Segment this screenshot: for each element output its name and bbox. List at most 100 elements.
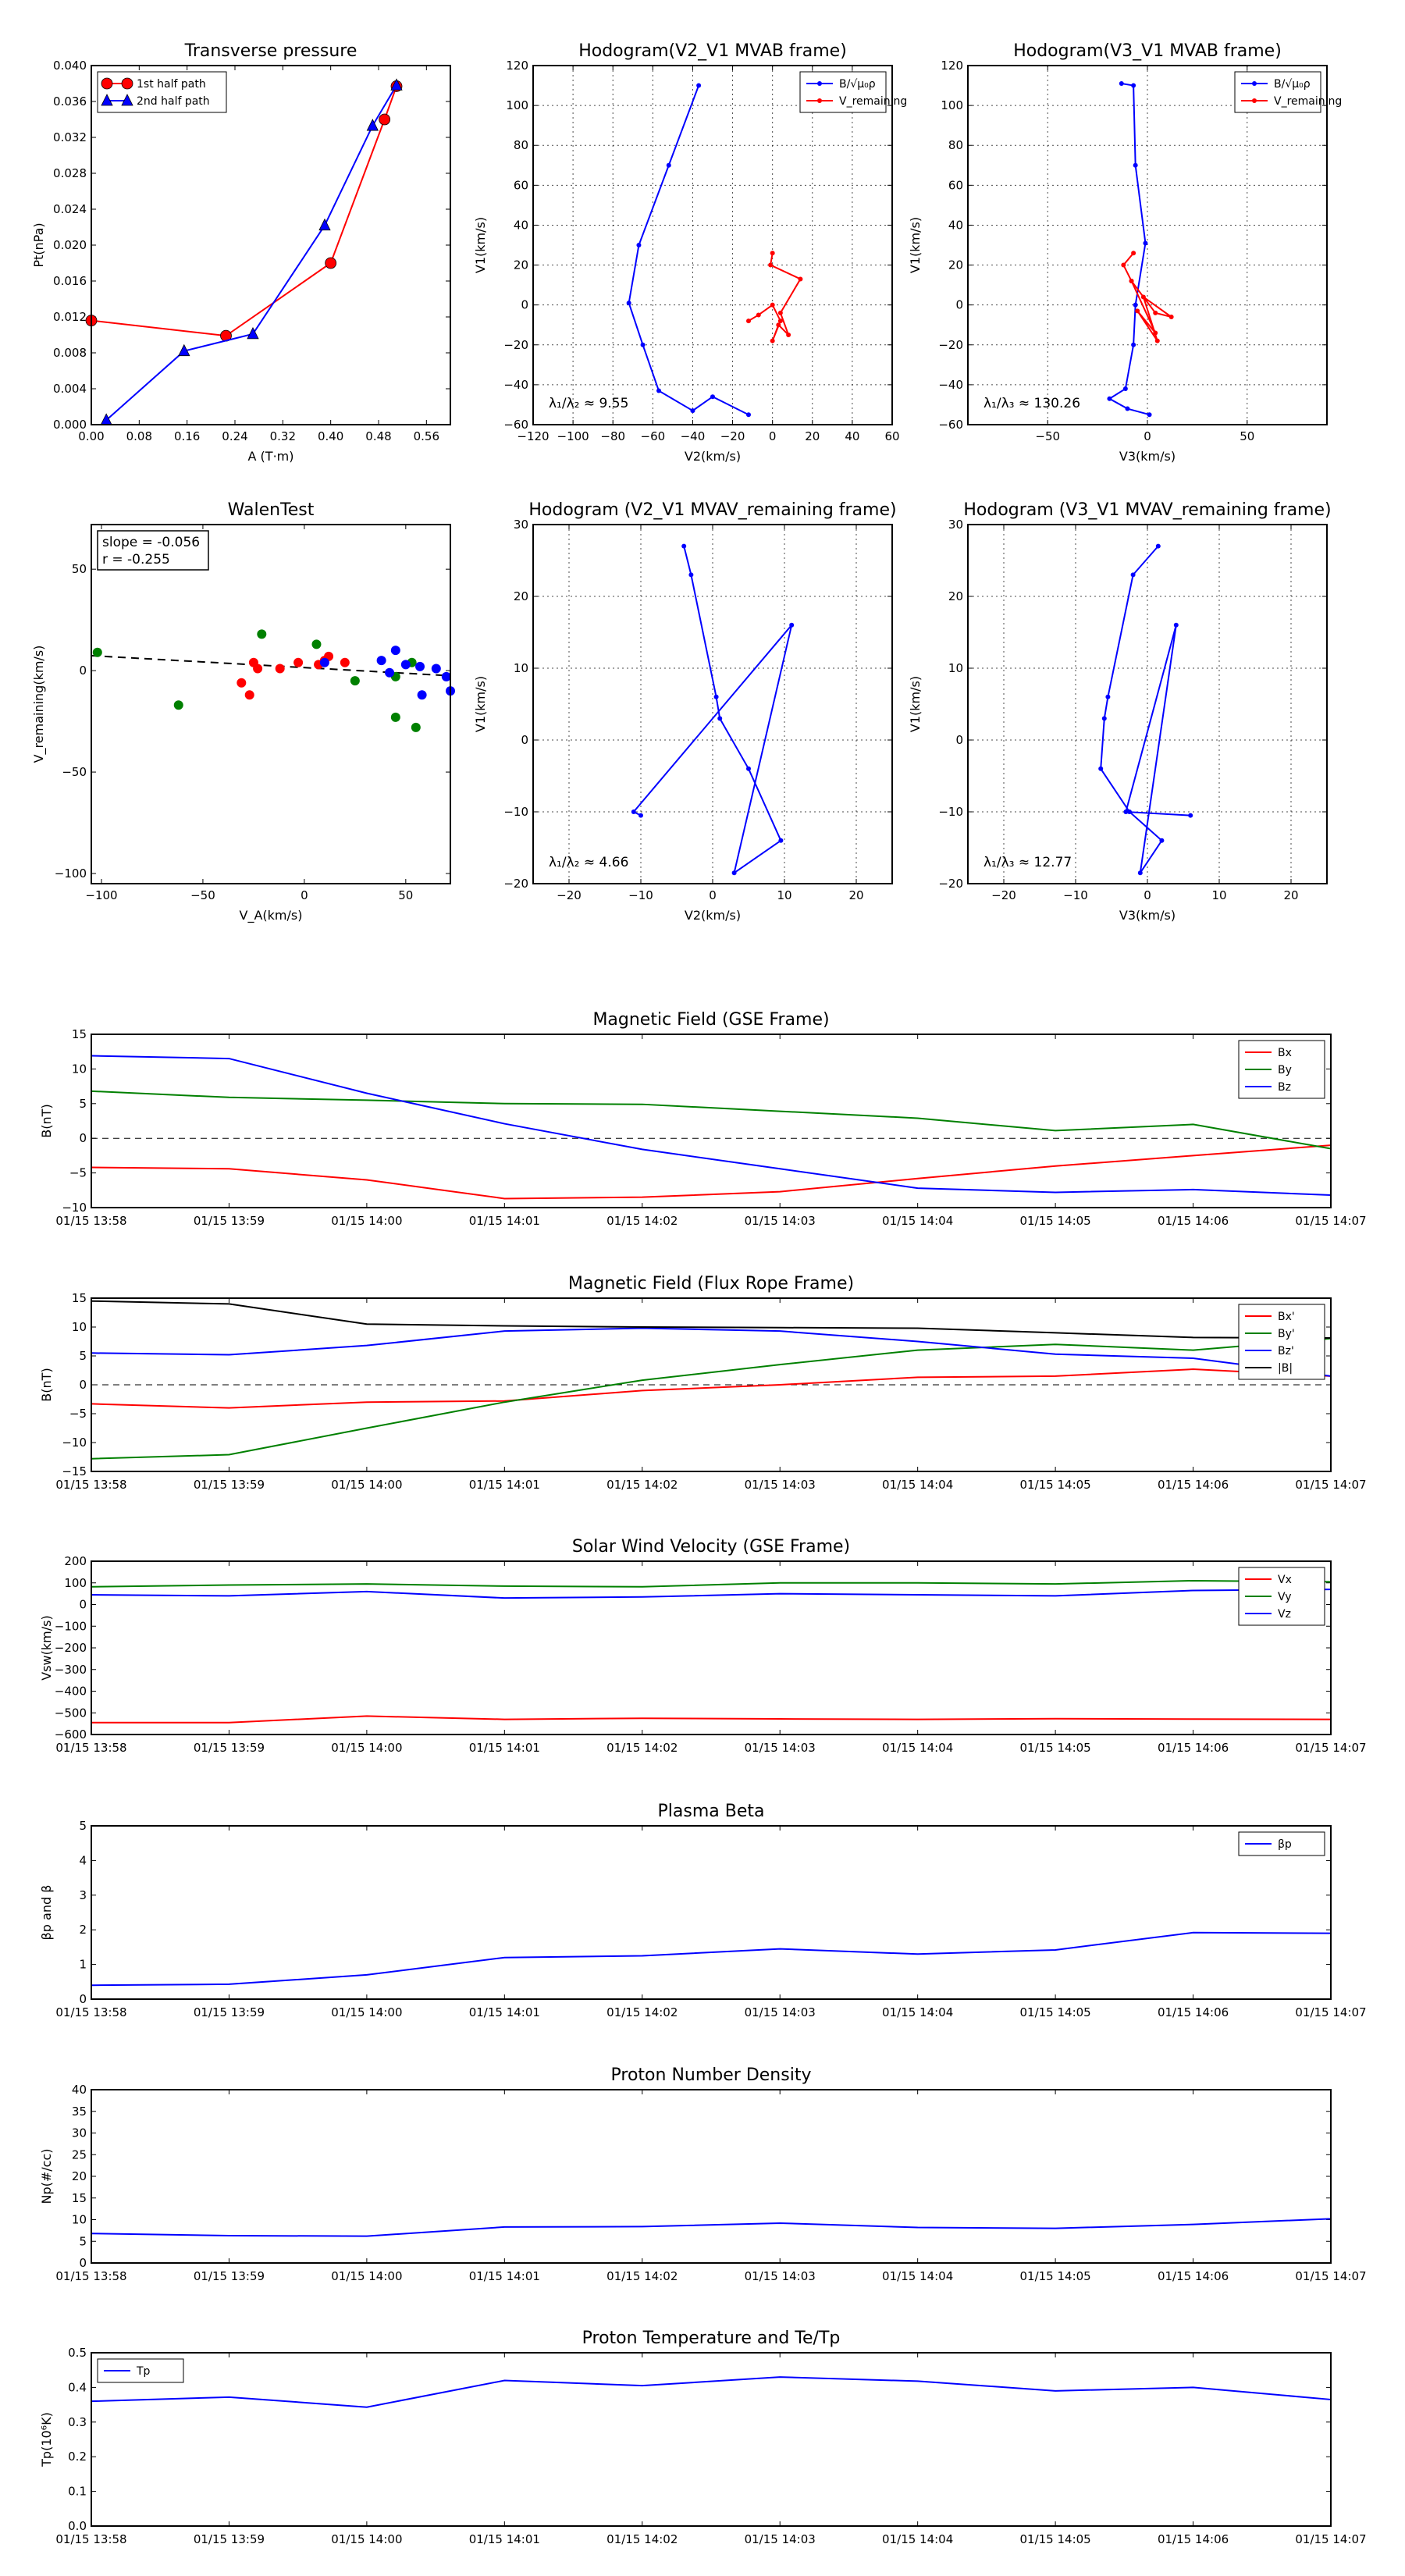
h1-point bbox=[690, 408, 695, 414]
h2-y-axis-label: V1(km/s) bbox=[908, 217, 923, 273]
walen-x-tick-label: 50 bbox=[398, 888, 413, 902]
h1-y-tick-label: 20 bbox=[514, 258, 528, 272]
beta-x-tick-label: 01/15 14:01 bbox=[469, 2005, 540, 2019]
walen-x-axis-label: V_A(km/s) bbox=[240, 908, 303, 923]
tp_temp-y-tick-label: 0.2 bbox=[68, 2450, 87, 2464]
beta-y-tick-label: 3 bbox=[79, 1888, 87, 1902]
h1-legend-label: B/√μ₀ρ bbox=[839, 78, 876, 91]
vsw-x-tick-label: 01/15 14:07 bbox=[1295, 1741, 1366, 1755]
h2-x-axis-label: V3(km/s) bbox=[1119, 449, 1176, 464]
h2-point bbox=[1147, 412, 1152, 418]
h4-eigen-ratio: λ₁/λ₃ ≈ 12.77 bbox=[984, 855, 1072, 870]
tp-triangle-point bbox=[247, 326, 259, 340]
h1-y-tick-label: −60 bbox=[503, 418, 528, 432]
chart-h3: Hodogram (V2_V1 MVAV_remaining frame) −20… bbox=[473, 500, 897, 923]
beta-legend-label: βp bbox=[1278, 1838, 1292, 1851]
h4-y-tick-label: 10 bbox=[948, 661, 963, 675]
tp-y-tick-label: 0.040 bbox=[53, 59, 87, 73]
walen-x-tick-label: 0 bbox=[301, 888, 308, 902]
np-x-tick-label: 01/15 13:58 bbox=[55, 2269, 126, 2283]
walen-scatter-point bbox=[319, 657, 329, 667]
h2-point bbox=[1153, 330, 1158, 336]
beta-y-tick-label: 1 bbox=[79, 1958, 87, 1972]
vsw-y-axis-label: Vsw(km/s) bbox=[39, 1615, 54, 1680]
vsw-y-tick-label: 100 bbox=[64, 1576, 87, 1590]
h1-x-tick-label: 20 bbox=[805, 429, 820, 443]
h1-x-tick-label: −120 bbox=[517, 429, 549, 443]
tp-y-tick-label: 0.000 bbox=[53, 418, 87, 432]
mf_fr-x-tick-label: 01/15 14:07 bbox=[1295, 1478, 1366, 1492]
h4-y-tick-label: 30 bbox=[948, 518, 963, 532]
vsw-y-tick-label: −100 bbox=[55, 1619, 87, 1633]
h1-plot-frame bbox=[532, 65, 893, 425]
h2-y-tick-label: −60 bbox=[938, 418, 963, 432]
tp-triangle-point bbox=[121, 94, 133, 106]
mf_fr-series-line bbox=[91, 1368, 1332, 1409]
h2-y-tick-label: −20 bbox=[938, 338, 963, 352]
np-y-tick-label: 15 bbox=[72, 2191, 87, 2205]
h1-point bbox=[798, 276, 803, 282]
h3-point bbox=[731, 870, 737, 876]
h2-point bbox=[1135, 308, 1140, 314]
tp-x-tick-label: 0.08 bbox=[126, 429, 152, 443]
h2-point bbox=[1125, 406, 1130, 411]
h4-point bbox=[1130, 572, 1136, 578]
tp-legend-box bbox=[97, 71, 227, 113]
h1-point bbox=[710, 394, 715, 400]
vsw-y-tick-label: 0 bbox=[79, 1598, 87, 1612]
np-series-line bbox=[91, 2218, 1332, 2237]
walen-scatter-point bbox=[244, 690, 254, 700]
h4-point bbox=[1101, 716, 1107, 721]
h3-y-tick-label: 10 bbox=[514, 661, 528, 675]
mf_gse-plot-frame bbox=[91, 1034, 1332, 1208]
tp-triangle-point bbox=[318, 218, 331, 231]
tp-y-tick-label: 0.032 bbox=[53, 130, 87, 144]
h4-y-tick-label: −10 bbox=[938, 805, 963, 819]
tp-x-tick-label: 0.24 bbox=[222, 429, 247, 443]
tp_temp-x-tick-label: 01/15 14:02 bbox=[606, 2532, 678, 2546]
walen-plot-frame bbox=[91, 524, 451, 884]
mf_fr-x-tick-label: 01/15 14:02 bbox=[606, 1478, 678, 1492]
mf_gse-x-tick-label: 01/15 14:03 bbox=[745, 1214, 816, 1228]
mf_fr-y-tick-label: −15 bbox=[62, 1464, 87, 1478]
h3-series-line bbox=[632, 546, 793, 875]
h4-x-tick-label: 0 bbox=[1144, 888, 1151, 902]
h3-x-tick-label: 20 bbox=[848, 888, 863, 902]
walen-scatter-point bbox=[92, 647, 102, 657]
h2-y-tick-label: 120 bbox=[941, 59, 963, 73]
h1-x-tick-label: −80 bbox=[600, 429, 625, 443]
mf_gse-legend-label: Bz bbox=[1278, 1081, 1291, 1094]
vsw-x-tick-label: 01/15 14:05 bbox=[1019, 1741, 1090, 1755]
tp-triangle-point bbox=[101, 94, 113, 106]
tp-y-tick-label: 0.012 bbox=[53, 310, 87, 324]
vsw-x-tick-label: 01/15 14:04 bbox=[882, 1741, 953, 1755]
vsw-x-tick-label: 01/15 14:06 bbox=[1158, 1741, 1229, 1755]
h2-y-tick-label: 100 bbox=[941, 98, 963, 112]
mf_fr-title: Magnetic Field (Flux Rope Frame) bbox=[568, 1274, 854, 1293]
chart-walen: WalenTest −100 −50 0 50 −100 −50 0 50 slope = -0.… bbox=[31, 500, 455, 923]
mf_gse-y-tick-label: 0 bbox=[79, 1131, 87, 1145]
h2-y-tick-label: −40 bbox=[938, 378, 963, 392]
h3-point bbox=[746, 766, 751, 771]
h2-point bbox=[1122, 386, 1128, 391]
h4-point bbox=[1159, 838, 1165, 843]
vsw-plot-frame bbox=[91, 1560, 1332, 1735]
walen-y-tick-label: −100 bbox=[55, 866, 87, 881]
mf_fr-legend-label: Bx' bbox=[1278, 1311, 1295, 1323]
vsw-y-tick-label: −400 bbox=[55, 1685, 87, 1699]
h4-y-axis-label: V1(km/s) bbox=[908, 676, 923, 732]
walen-scatter-point bbox=[400, 660, 411, 670]
tp-x-tick-label: 0.40 bbox=[318, 429, 343, 443]
tp-y-tick-label: 0.004 bbox=[53, 382, 87, 396]
tp-y-axis-label: Pt(nPa) bbox=[31, 222, 46, 267]
tp-y-tick-label: 0.008 bbox=[53, 346, 87, 360]
chart-np: Proton Number Density 0 5 10 15 20 25 30 35 40 01/… bbox=[39, 2065, 1367, 2283]
mf_gse-x-tick-label: 01/15 14:05 bbox=[1019, 1214, 1090, 1228]
h1-point bbox=[776, 322, 781, 328]
mf_fr-y-axis-label: B(nT) bbox=[39, 1368, 54, 1401]
tp-x-tick-label: 0.48 bbox=[365, 429, 391, 443]
mf_gse-series-line bbox=[91, 1055, 1332, 1197]
h4-x-tick-label: −10 bbox=[1063, 888, 1088, 902]
h2-point bbox=[1153, 310, 1158, 315]
tp-series-line bbox=[105, 84, 397, 421]
